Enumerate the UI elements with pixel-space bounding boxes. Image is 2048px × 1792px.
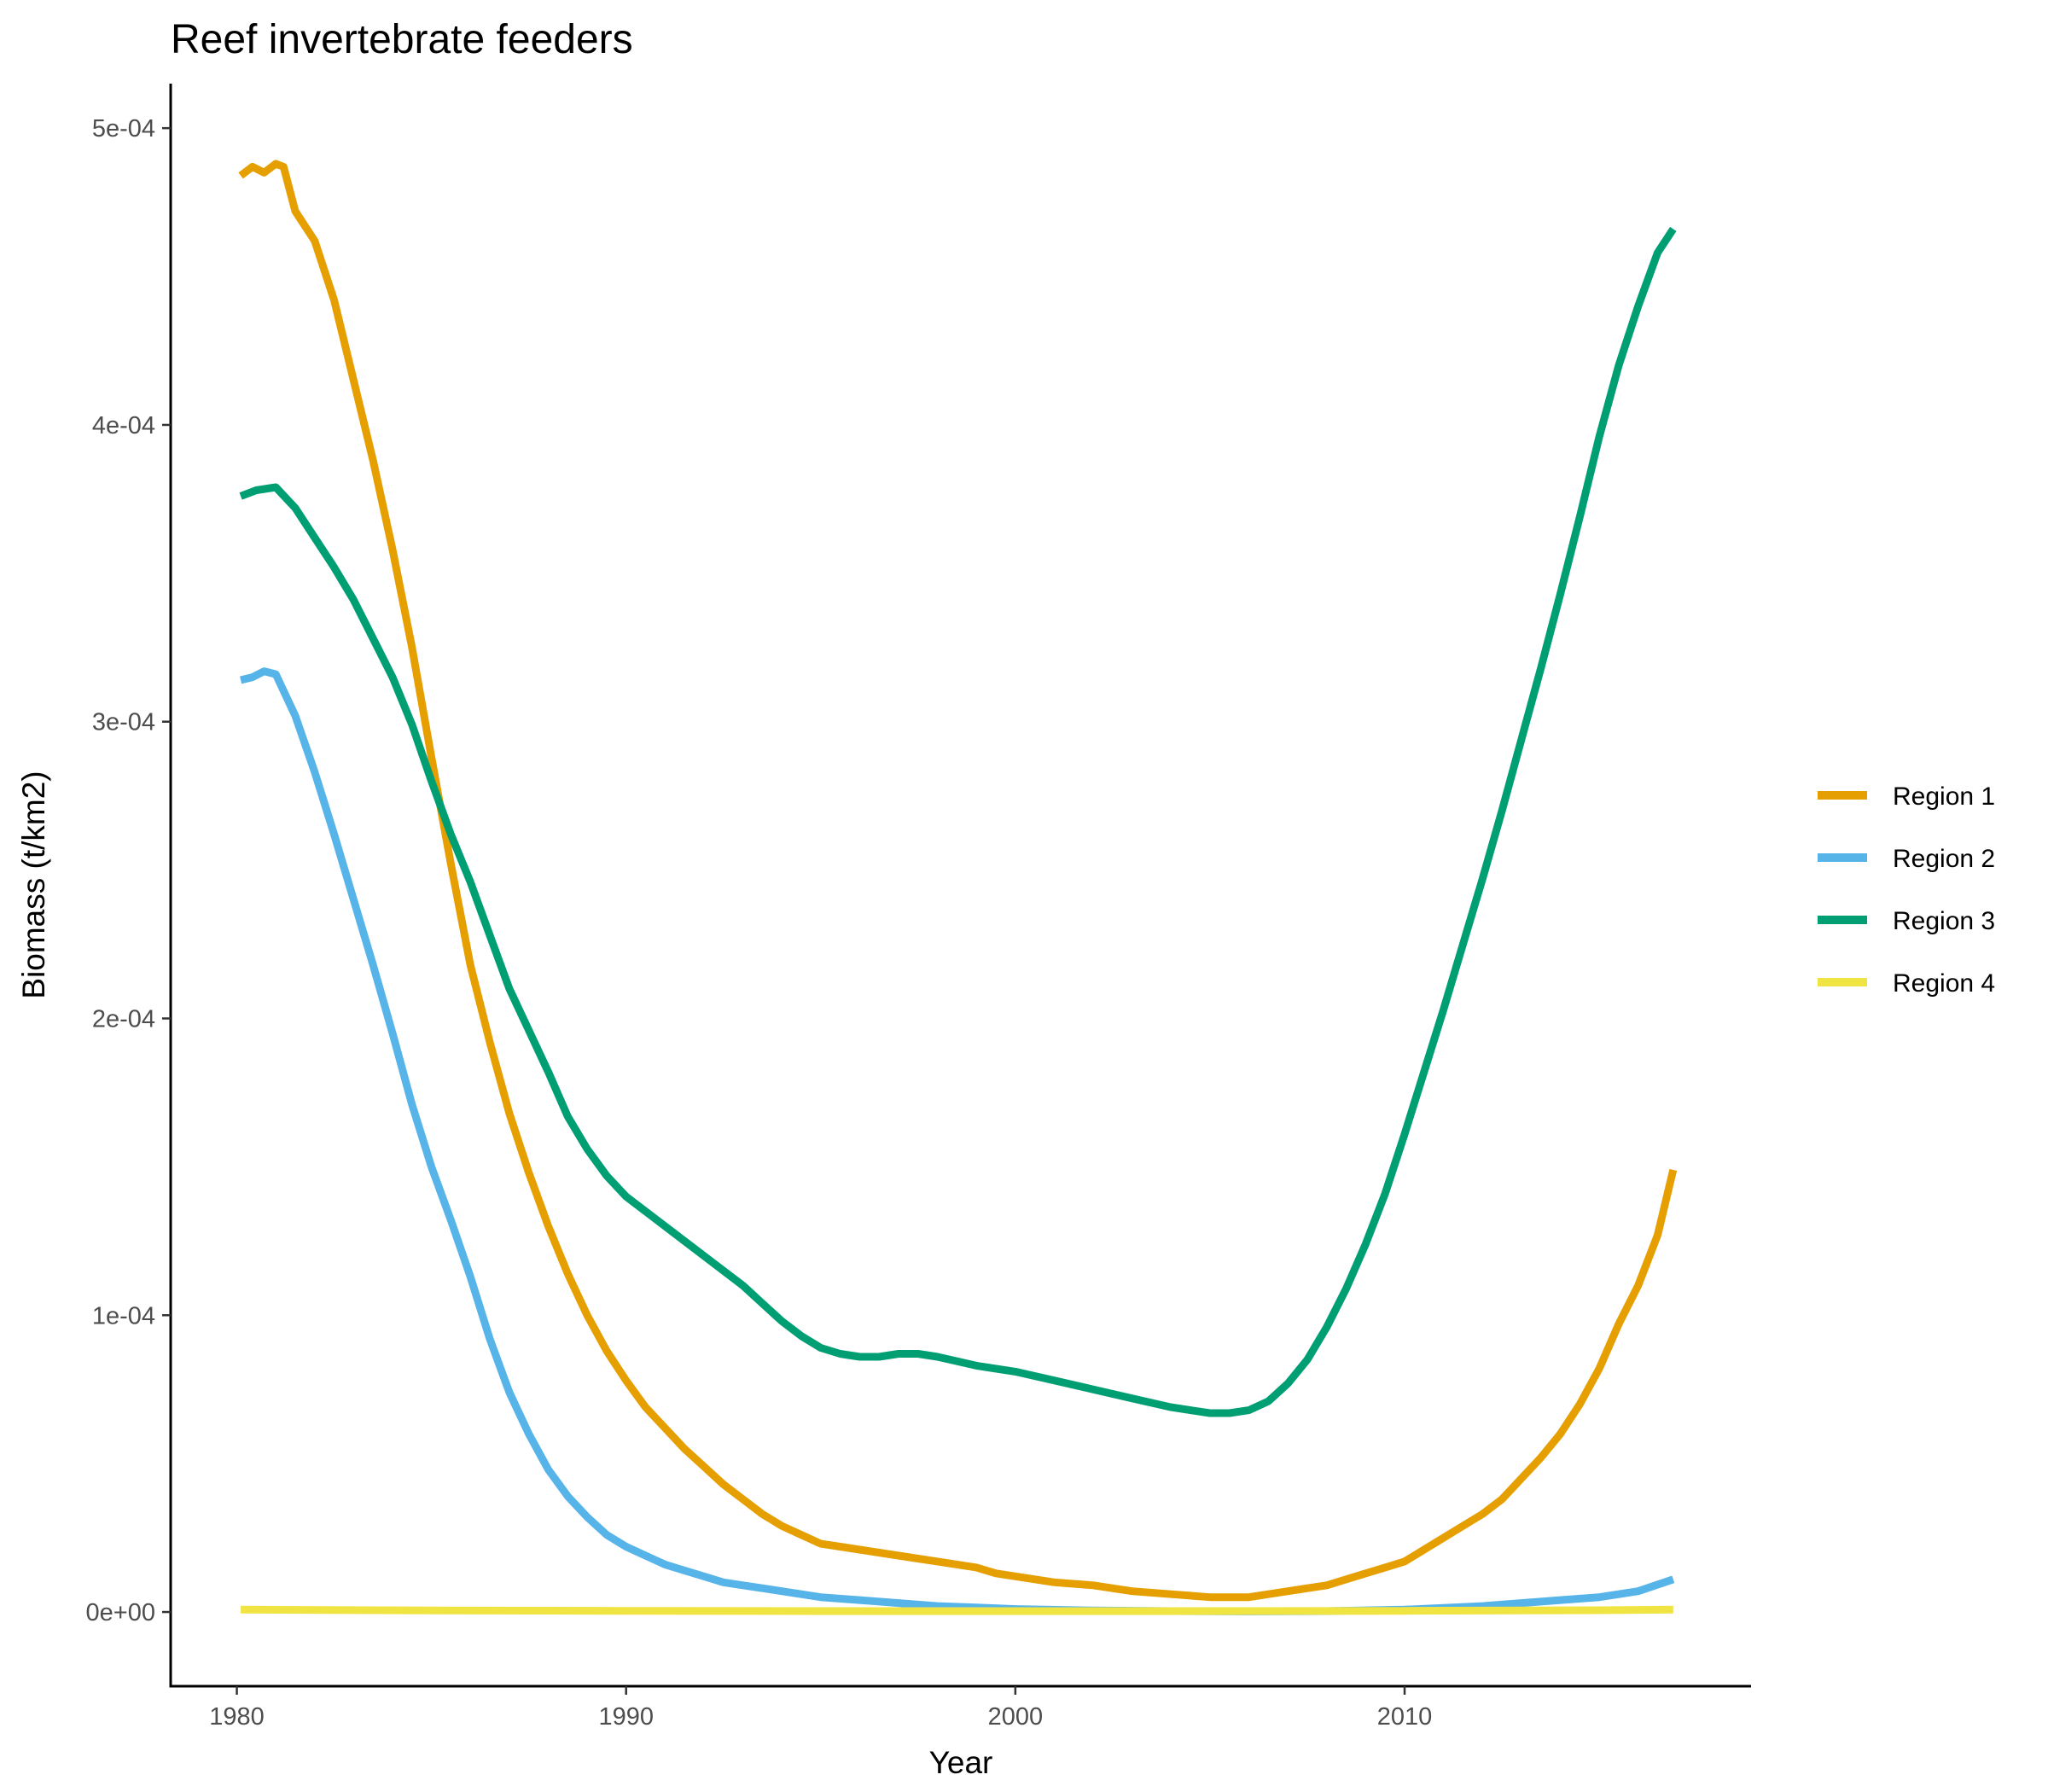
- y-axis-ticks: 0e+00 1e-04 2e-04 3e-04 4e-04 5e-04: [86, 115, 171, 1626]
- y-tick-label: 0e+00: [86, 1599, 155, 1626]
- legend-label-region-3: Region 3: [1893, 907, 1995, 935]
- legend-label-region-4: Region 4: [1893, 969, 1995, 998]
- chart-title: Reef invertebrate feeders: [171, 17, 633, 62]
- series-line-region-4: [241, 1605, 1673, 1615]
- y-axis-title: Biomass (t/km2): [16, 771, 51, 998]
- series-layer: [238, 160, 1678, 1615]
- x-tick-label: 2010: [1377, 1703, 1433, 1731]
- x-tick-label: 2000: [988, 1703, 1044, 1731]
- y-tick-label: 3e-04: [92, 709, 155, 736]
- x-axis-title: Year: [929, 1745, 993, 1780]
- series-line-region-1: [238, 160, 1678, 1602]
- series-line-region-3: [239, 226, 1677, 1417]
- y-tick-label: 5e-04: [92, 115, 155, 143]
- y-tick-label: 4e-04: [92, 412, 155, 439]
- x-tick-label: 1990: [598, 1703, 654, 1731]
- y-tick-label: 1e-04: [92, 1302, 155, 1329]
- x-axis-ticks: 1980 1990 2000 2010: [209, 1686, 1432, 1731]
- legend-label-region-1: Region 1: [1893, 783, 1995, 811]
- x-tick-label: 1980: [209, 1703, 265, 1731]
- legend-label-region-2: Region 2: [1893, 845, 1995, 873]
- legend: Region 1 Region 2 Region 3 Region 4: [1818, 783, 1995, 998]
- y-tick-label: 2e-04: [92, 1006, 155, 1033]
- series-line-region-2: [240, 667, 1675, 1615]
